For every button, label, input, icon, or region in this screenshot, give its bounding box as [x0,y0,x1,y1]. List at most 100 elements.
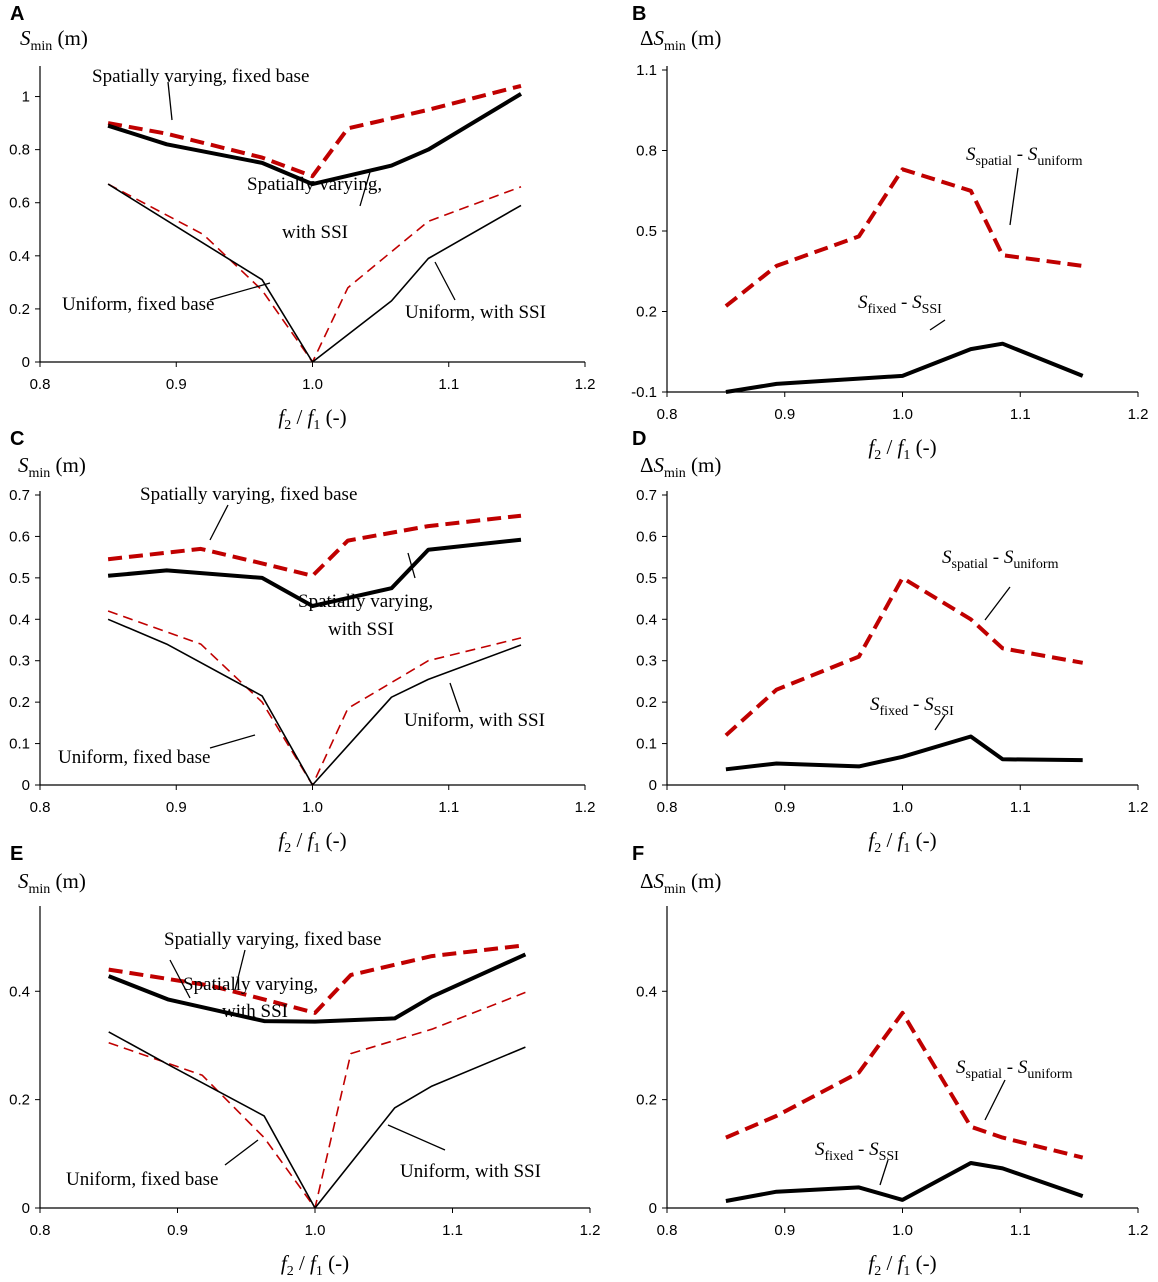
x-tick-label: 1.2 [575,799,596,816]
y-tick-label: 0.8 [9,142,30,159]
text-span: - [908,694,924,715]
annotation: Uniform, with SSI [404,710,545,731]
annotation-leader [984,1079,1006,1121]
text-span: (-) [320,405,346,429]
text-span: min [664,466,686,481]
x-tick-label: 1.1 [438,799,459,816]
y-axis-label: ΔSmin (m) [640,26,721,54]
text-span: f [310,1251,319,1275]
text-span: S [18,453,29,477]
series-line-1 [725,341,1084,394]
text-span: min [29,882,51,897]
text-span: (m) [50,869,86,893]
text-span: S [869,1139,879,1160]
annotation-leader [169,959,191,999]
y-tick-label: -0.1 [631,384,657,401]
y-tick-label: 0.2 [636,304,657,321]
text-span: / [291,828,307,852]
text-span: spatial [976,154,1013,169]
text-span: uniform [1013,557,1058,572]
x-axis-label: f2 / f1 (-) [868,1251,936,1279]
series-line-3 [108,1031,526,1209]
y-tick-label: 0.2 [636,1092,657,1109]
text-span: S [20,26,31,50]
text-span: 2 [287,1264,294,1279]
x-tick-label: 1.2 [1128,406,1149,423]
annotation-leader [1009,167,1019,226]
text-span: spatial [952,557,989,572]
y-axis-label: Smin (m) [18,869,86,897]
y-tick-label: 0.8 [636,143,657,160]
text-span: / [291,405,307,429]
annotation: Uniform, fixed base [66,1169,218,1190]
annotation-leader [934,714,946,731]
annotation-leader [209,504,229,541]
series-line-1 [107,537,522,608]
text-span: / [881,435,897,459]
x-tick-label: 0.9 [774,799,795,816]
series-line-0 [107,513,522,578]
text-span: (m) [686,453,722,477]
text-span: (m) [686,26,722,50]
text-span: 2 [284,841,291,856]
text-span: f [281,1251,290,1275]
text-span: S [1004,547,1014,568]
annotation: Spatially varying, fixed base [164,929,381,950]
x-tick-label: 1.1 [442,1222,463,1239]
y-tick-label: 0.7 [9,487,30,504]
text-span: f [898,1251,907,1275]
y-tick-label: 0.4 [636,611,657,628]
panel-label: A [10,3,24,25]
text-span: S [924,694,934,715]
text-span: S [815,1139,825,1160]
annotation: Sspatial - Suniform [956,1057,1073,1082]
y-tick-label: 0.7 [636,487,657,504]
text-span: S [858,292,868,313]
annotation: Sfixed - SSSI [870,694,954,719]
panel-C: C 0 0.1 0.2 0.3 0.4 0.5 0.6 0.7 0.8 0.9 1.0 1.1 1.2 Sm… [9,428,595,856]
annotation-leader [387,1124,446,1151]
x-tick-label: 0.9 [167,1222,188,1239]
annotation: Uniform, with SSI [400,1161,541,1182]
x-tick-label: 0.8 [657,799,678,816]
annotation-leader [359,171,371,207]
x-tick-label: 1.1 [1010,406,1031,423]
text-span: - [1002,1057,1018,1078]
text-span: min [664,882,686,897]
annotation-leader [407,552,416,579]
text-span: f [898,828,907,852]
text-span: fixed [880,704,909,719]
series-line-0 [725,1010,1084,1160]
text-span: 2 [874,841,881,856]
text-span: SSI [934,704,955,719]
y-tick-label: 0.3 [636,653,657,670]
text-span: 1 [903,1264,910,1279]
text-span: Δ [640,26,654,50]
y-tick-label: 0.2 [636,694,657,711]
text-span: 1 [313,841,320,856]
annotation: Sspatial - Suniform [942,547,1059,572]
text-span: 1 [316,1264,323,1279]
annotation-leader [167,81,173,121]
x-tick-label: 1.0 [302,376,323,393]
text-span: S [654,26,665,50]
x-tick-label: 1.2 [1128,799,1149,816]
annotation: Uniform, fixed base [62,294,214,315]
y-tick-label: 0.1 [9,736,30,753]
text-span: - [1012,144,1028,165]
x-tick-label: 0.8 [30,799,51,816]
text-span: (-) [910,435,936,459]
series-line-1 [725,1161,1084,1203]
y-tick-label: 0.5 [9,570,30,587]
x-tick-label: 1.2 [1128,1222,1149,1239]
y-tick-label: 1 [22,89,30,106]
text-span: 2 [874,448,881,463]
text-span: (m) [52,26,88,50]
y-tick-label: 0 [22,777,30,794]
x-tick-label: 1.0 [892,406,913,423]
x-tick-label: 1.2 [580,1222,601,1239]
annotation: Spatially varying, fixed base [140,484,357,505]
